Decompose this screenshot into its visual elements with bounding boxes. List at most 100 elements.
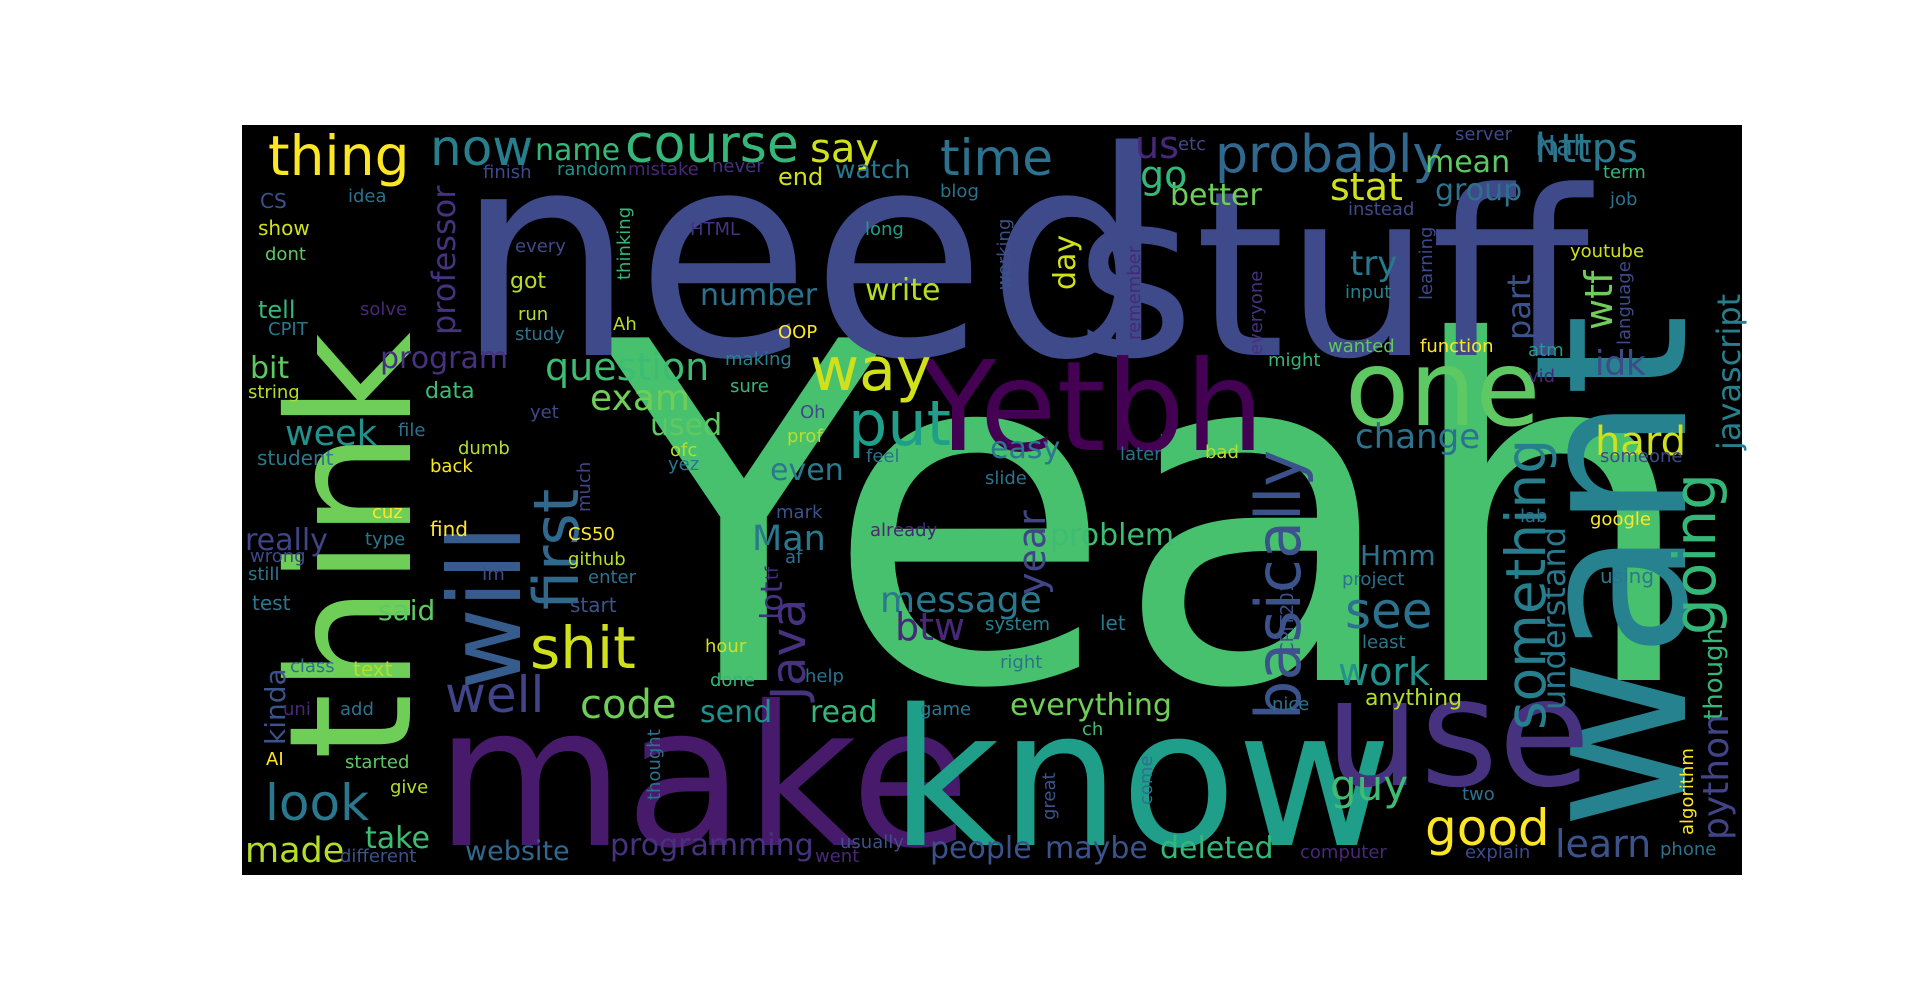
- word-cs: CS: [260, 189, 287, 213]
- word-tf: tf: [762, 566, 783, 580]
- word-least: least: [1362, 632, 1406, 653]
- word-add: add: [340, 699, 374, 720]
- word-started: started: [345, 752, 409, 773]
- word-people: people: [930, 831, 1032, 866]
- word-time: time: [940, 129, 1053, 187]
- word-might: might: [1268, 350, 1320, 371]
- word-already: already: [870, 520, 938, 541]
- word-number: number: [700, 278, 818, 313]
- word-tell: tell: [258, 296, 296, 324]
- word-us: us: [1135, 123, 1179, 167]
- word-deleted: deleted: [1160, 831, 1274, 866]
- word-shit: shit: [530, 614, 636, 682]
- word-way: way: [810, 335, 931, 405]
- word-cloud-background: [242, 125, 1742, 875]
- word-say: say: [810, 126, 879, 172]
- word-message: message: [880, 580, 1042, 621]
- word-even: even: [770, 453, 844, 488]
- word-af: af: [785, 547, 803, 568]
- word-kinda: kinda: [259, 668, 292, 745]
- word-atm: atm: [1528, 340, 1564, 361]
- word-problem: problem: [1050, 518, 1174, 553]
- word-making: making: [725, 349, 792, 370]
- word-guy: guy: [1330, 761, 1408, 810]
- word-question: question: [545, 345, 709, 389]
- word-data: data: [425, 379, 475, 404]
- word-lab: lab: [1520, 506, 1547, 527]
- word-stat: stat: [1330, 165, 1403, 209]
- word-system: system: [985, 614, 1050, 635]
- word-algorithm: algorithm: [1677, 748, 1698, 835]
- word-youtube: youtube: [1570, 241, 1644, 262]
- word-probably: probably: [1215, 125, 1443, 185]
- word-working: working: [994, 219, 1015, 290]
- word-run: run: [518, 304, 548, 325]
- word-using: using: [1600, 564, 1654, 588]
- word-course: course: [625, 115, 799, 175]
- word-enter: enter: [588, 567, 637, 588]
- word-mistake: mistake: [628, 159, 699, 180]
- word-bad: bad: [1205, 442, 1239, 463]
- word-ofc: ofc: [670, 440, 697, 461]
- word-take: take: [365, 821, 430, 856]
- word-dont: dont: [265, 244, 306, 265]
- word-thinking: thinking: [614, 207, 635, 280]
- word-made: made: [245, 831, 344, 871]
- word-well: well: [445, 666, 544, 724]
- word-mean: mean: [1425, 145, 1510, 180]
- word-man: Man: [752, 519, 826, 559]
- word-used: used: [650, 408, 722, 443]
- word-will: will: [427, 525, 544, 690]
- word-use: use: [1325, 647, 1591, 821]
- word-phone: phone: [1660, 839, 1716, 860]
- word-wrong: wrong: [250, 546, 306, 567]
- word-thing: thing: [268, 124, 409, 188]
- word-btw: btw: [895, 605, 965, 649]
- word-work: work: [1338, 650, 1430, 694]
- word-instead: instead: [1348, 199, 1414, 220]
- word-first: first: [520, 489, 593, 610]
- word-java: Java: [761, 599, 817, 703]
- word-explain: explain: [1465, 842, 1530, 863]
- word-name: name: [535, 133, 620, 168]
- word-wanted: wanted: [1328, 336, 1395, 357]
- word-hard: hard: [1595, 419, 1686, 465]
- word-html: HTML: [690, 219, 740, 240]
- word-group: group: [1435, 173, 1522, 208]
- word-usually: usually: [840, 832, 904, 853]
- word-change: change: [1355, 417, 1480, 457]
- word-yet: yet: [530, 402, 559, 423]
- word-one: one: [1345, 328, 1540, 450]
- word-wtf: wtf: [1577, 269, 1621, 330]
- word-ah: Ah: [613, 314, 637, 335]
- word-website: website: [465, 836, 570, 867]
- word-lot: lot: [755, 581, 790, 620]
- word-watch: watch: [835, 155, 910, 184]
- word-function: function: [1420, 336, 1494, 357]
- word-vid: vid: [1528, 366, 1555, 387]
- word-professor: professor: [425, 185, 463, 335]
- word-want: want: [1490, 314, 1735, 830]
- word-mark: mark: [776, 502, 823, 523]
- word-yetbh: Yetbh: [919, 335, 1264, 480]
- word-got: got: [510, 269, 546, 294]
- word-etc: etc: [1178, 134, 1206, 155]
- word-job: job: [1609, 189, 1637, 210]
- word-long: long: [865, 219, 904, 240]
- word-string: string: [248, 382, 300, 403]
- word-computer: computer: [1300, 842, 1387, 863]
- word-programming: programming: [610, 828, 814, 863]
- word-feel: feel: [866, 446, 900, 467]
- word-find: find: [430, 517, 468, 541]
- word-project: project: [1342, 569, 1404, 590]
- word-better: better: [1170, 178, 1262, 213]
- word-think: think: [253, 332, 451, 760]
- word-two: two: [1462, 784, 1495, 805]
- word-oop: OOP: [778, 322, 817, 343]
- word-yeah: Yeah: [593, 244, 1700, 791]
- word-yez: yez: [668, 454, 699, 475]
- word-finish: finish: [483, 162, 532, 183]
- word-google: google: [1590, 509, 1651, 530]
